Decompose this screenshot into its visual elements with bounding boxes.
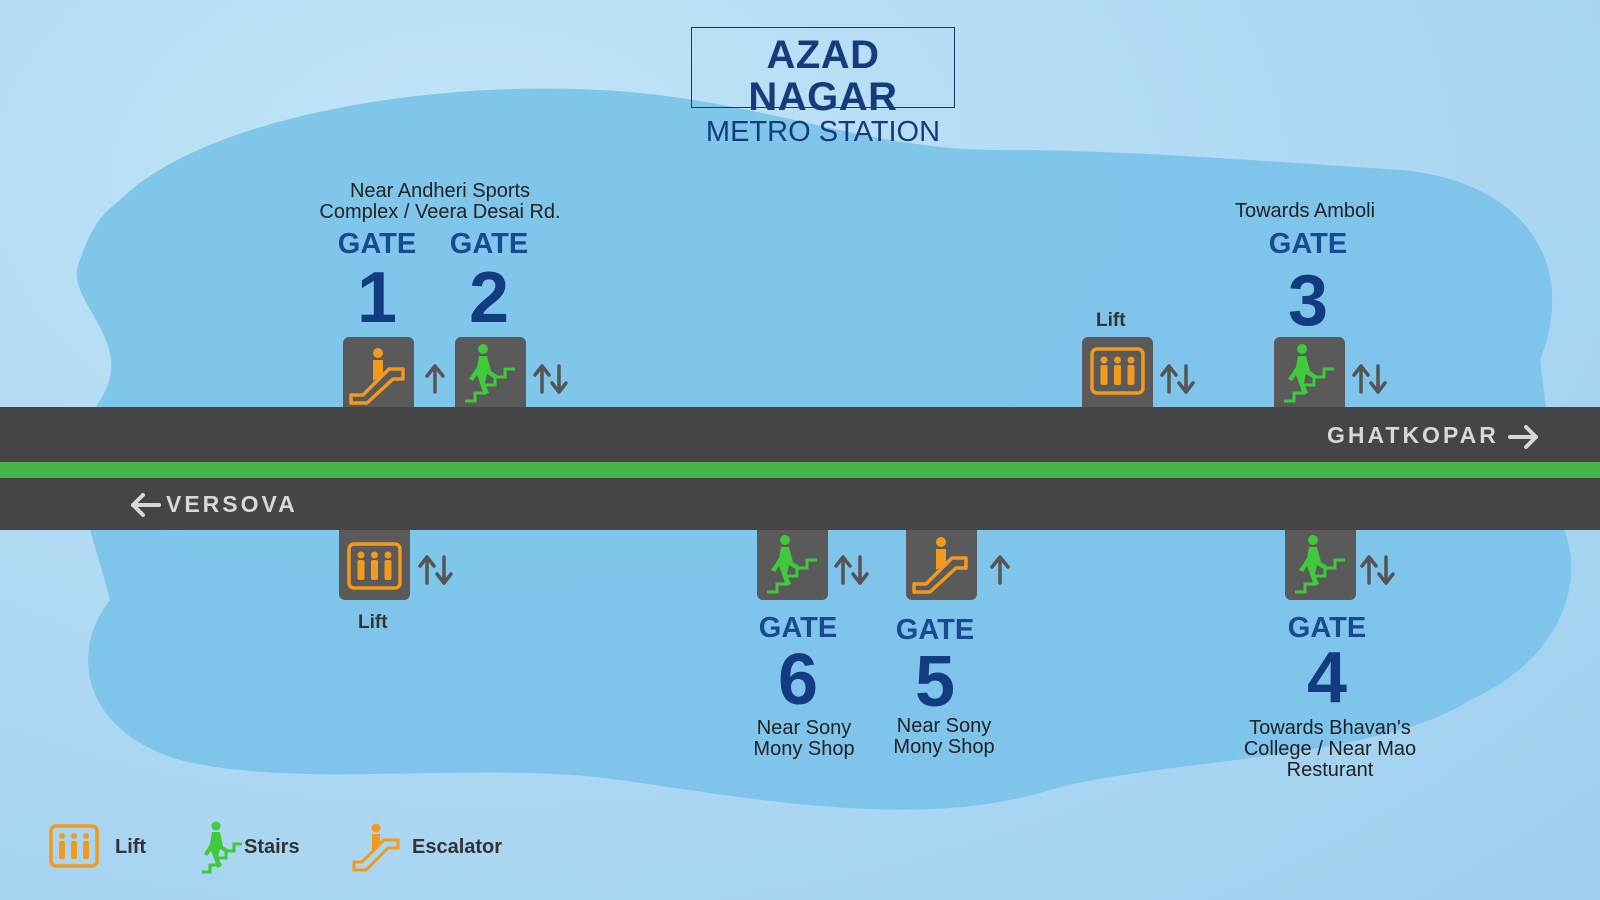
lift-label-top: Lift bbox=[1096, 310, 1126, 331]
left-arrow-icon bbox=[131, 493, 161, 517]
gate-6-label: GATE bbox=[758, 612, 838, 644]
lift-west-bottom bbox=[339, 530, 410, 600]
gate-3-label: GATE bbox=[1268, 228, 1348, 260]
direction-label: GHATKOPAR bbox=[1327, 422, 1499, 448]
right-arrow-icon bbox=[1508, 425, 1538, 449]
gate-2-label: GATE bbox=[449, 228, 529, 260]
station-subtitle: METRO STATION bbox=[705, 116, 941, 148]
note-line: Towards Bhavan's bbox=[1249, 717, 1411, 739]
stairs-icon bbox=[767, 535, 817, 594]
gate-1-number: 1 bbox=[356, 258, 398, 338]
note-line: Mony Shop bbox=[893, 736, 995, 758]
escalator-icon bbox=[912, 537, 968, 594]
note-line: Near Andheri Sports bbox=[349, 180, 531, 202]
legend-stairs-label: Stairs bbox=[244, 836, 300, 858]
track-eastbound bbox=[0, 407, 1600, 462]
track-westbound bbox=[0, 478, 1600, 530]
legend-stairs-icon bbox=[202, 821, 242, 874]
note-line: Near Sony bbox=[896, 715, 992, 737]
up-arrow-icon bbox=[425, 364, 445, 394]
gate-3-note: Towards Amboli bbox=[1234, 200, 1376, 222]
legend-escalator-icon bbox=[352, 823, 400, 872]
gate-5-label: GATE bbox=[895, 614, 975, 646]
gate-4-note: Towards Bhavan's College / Near Mao Rest… bbox=[1220, 718, 1440, 781]
gate-4-label: GATE bbox=[1287, 612, 1367, 644]
gate-5-note: Near Sony Mony Shop bbox=[880, 716, 1008, 758]
gate-2-stairs bbox=[455, 337, 526, 407]
up-down-arrow-icon bbox=[1160, 364, 1195, 394]
gate-3-stairs bbox=[1274, 337, 1345, 407]
note-line: Complex / Veera Desai Rd. bbox=[319, 201, 561, 223]
gate-5-escalator bbox=[906, 530, 977, 600]
legend-lift-icon bbox=[49, 824, 99, 868]
lift-icon bbox=[1090, 347, 1145, 395]
gates-1-2-note: Near Andheri Sports Complex / Veera Desa… bbox=[300, 181, 580, 223]
gate-1-label: GATE bbox=[337, 228, 417, 260]
gate-4-number: 4 bbox=[1306, 638, 1348, 718]
note-line: College / Near Mao bbox=[1243, 738, 1417, 760]
stairs-icon bbox=[465, 344, 515, 403]
legend-lift-label: Lift bbox=[115, 836, 147, 858]
gate-4-stairs bbox=[1285, 530, 1356, 600]
up-arrow-icon bbox=[990, 555, 1010, 585]
gate-6-stairs bbox=[757, 530, 828, 600]
direction-versova: VERSOVA bbox=[166, 491, 298, 518]
gate-6-number: 6 bbox=[777, 640, 819, 720]
escalator-icon bbox=[349, 348, 405, 405]
lift-icon bbox=[347, 542, 402, 590]
metro-line bbox=[0, 462, 1600, 478]
gate-1-escalator bbox=[343, 337, 414, 407]
lift-east-top bbox=[1082, 337, 1153, 407]
up-down-arrow-icon bbox=[1352, 364, 1387, 394]
up-down-arrow-icon bbox=[533, 364, 568, 394]
direction-ghatkopar: GHATKOPAR bbox=[1327, 422, 1499, 449]
direction-label: VERSOVA bbox=[166, 491, 298, 517]
note-line: Mony Shop bbox=[753, 738, 855, 760]
stairs-icon bbox=[1284, 344, 1334, 403]
up-down-arrow-icon bbox=[418, 555, 453, 585]
legend-escalator-label: Escalator bbox=[412, 836, 503, 858]
up-down-arrow-icon bbox=[1360, 555, 1395, 585]
gate-5-number: 5 bbox=[914, 642, 956, 722]
gate-2-number: 2 bbox=[468, 258, 510, 338]
gate-6-note: Near Sony Mony Shop bbox=[740, 718, 868, 760]
up-down-arrow-icon bbox=[834, 555, 869, 585]
note-line: Resturant bbox=[1286, 759, 1374, 781]
lift-label-bottom: Lift bbox=[358, 612, 388, 633]
station-name: AZAD NAGAR bbox=[748, 33, 898, 119]
gate-3-number: 3 bbox=[1287, 261, 1329, 341]
station-title: AZAD NAGAR METRO STATION bbox=[691, 27, 955, 147]
stairs-icon bbox=[1295, 535, 1345, 594]
note-line: Near Sony bbox=[756, 717, 852, 739]
